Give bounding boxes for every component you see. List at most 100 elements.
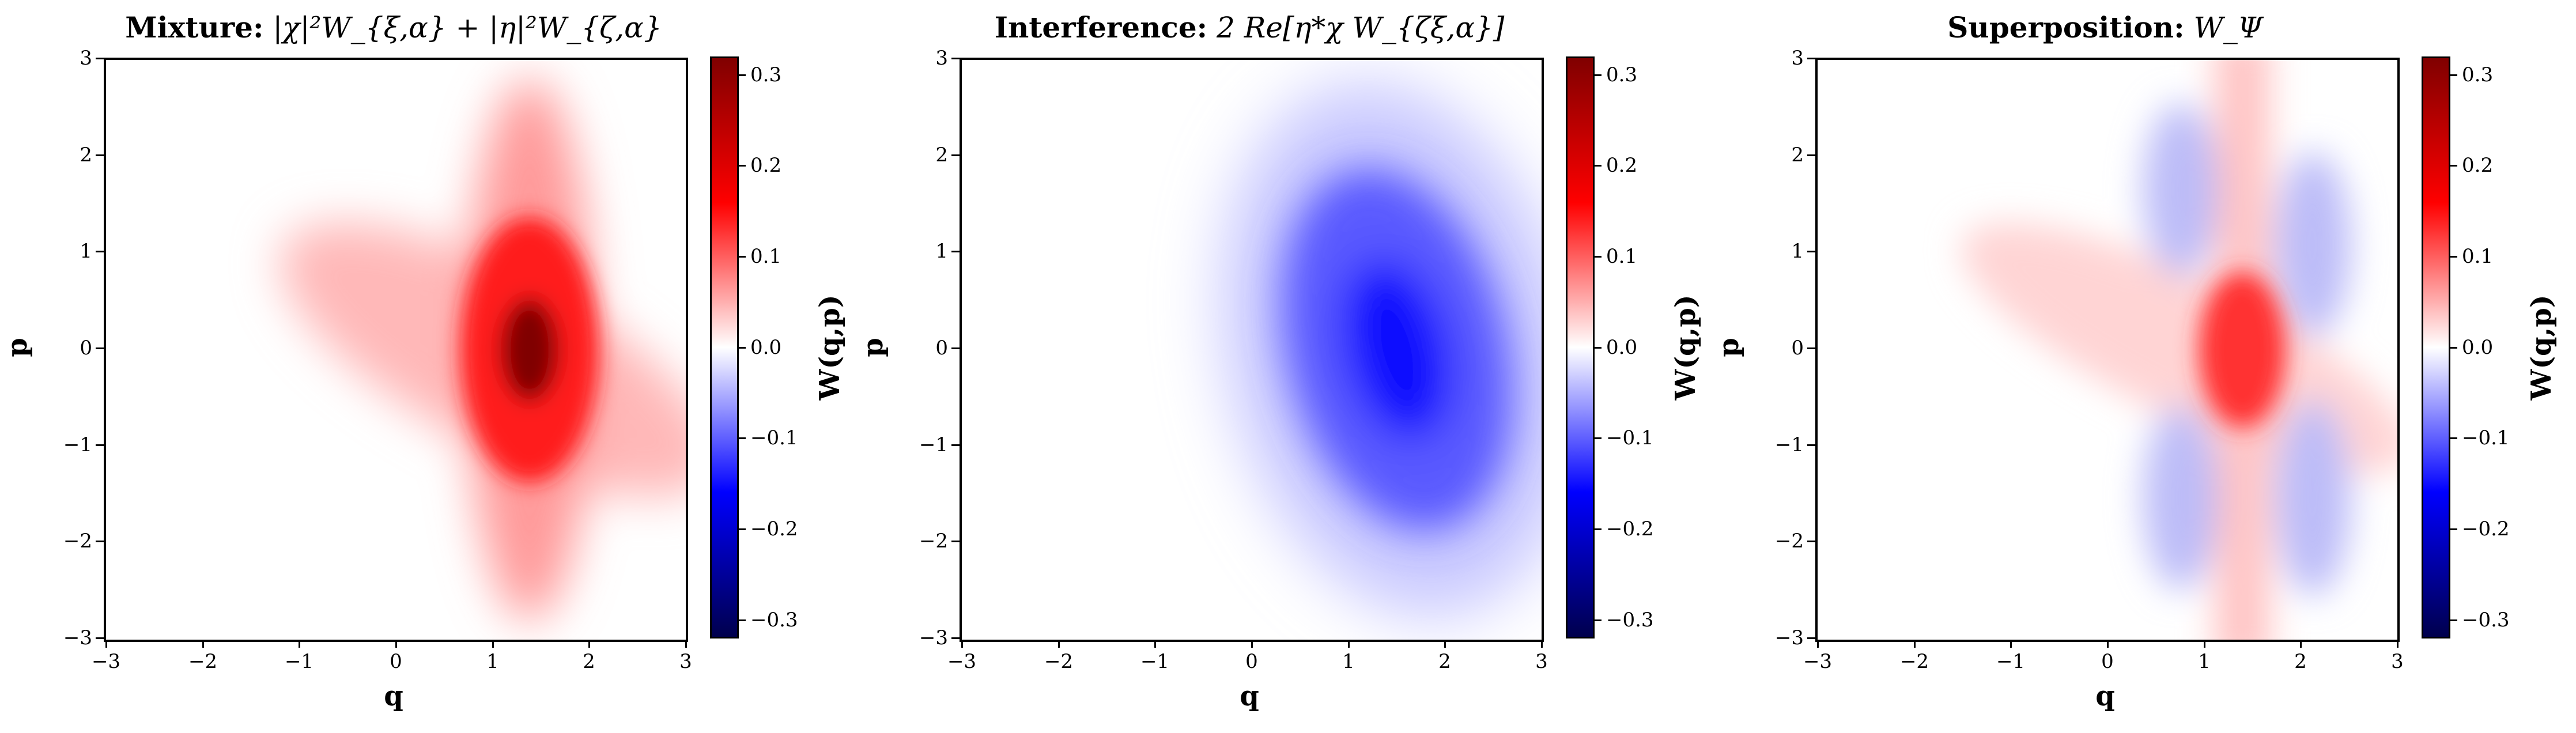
x-tick-mark xyxy=(2300,640,2302,648)
y-tick-mark xyxy=(1807,637,1815,639)
x-tick-mark xyxy=(2107,640,2109,648)
x-tick-label: 1 xyxy=(2198,650,2211,673)
x-tick-mark xyxy=(202,640,204,648)
colorbar-tick-label: 0.3 xyxy=(750,63,782,86)
title-bold: Mixture: xyxy=(125,10,264,44)
colorbar-tick-mark xyxy=(739,528,746,530)
colorbar-tick-mark xyxy=(1595,74,1601,76)
x-tick-label: −2 xyxy=(188,650,218,673)
y-tick-label: −2 xyxy=(919,530,948,553)
colorbar-tick-mark xyxy=(739,74,746,76)
y-tick-label: 3 xyxy=(935,47,948,70)
colorbar-tick-mark xyxy=(739,437,746,439)
y-tick-mark xyxy=(951,154,960,156)
colorbar-tick-label: 0.1 xyxy=(1606,245,1638,268)
panel-superposition: Superposition: W_Ψ p q −3 −2 −1 0 1 2 xyxy=(1712,0,2570,733)
x-tick-mark xyxy=(299,640,300,648)
chart-title: Interference: 2 Re[η*χ W_{ζξ,α}] xyxy=(960,10,1539,44)
colorbar-tick-label: 0.1 xyxy=(750,245,782,268)
y-tick-mark xyxy=(96,347,104,349)
y-tick-label: 0 xyxy=(935,337,948,360)
colorbar-tick-mark xyxy=(1595,528,1601,530)
y-tick-mark xyxy=(1807,251,1815,252)
y-tick-label: 1 xyxy=(935,240,948,263)
interference-core xyxy=(1342,259,1452,440)
y-tick-label: −3 xyxy=(919,626,948,649)
colorbar-tick-label: −0.1 xyxy=(1606,426,1654,449)
x-tick-mark xyxy=(685,640,687,648)
x-tick-label: 3 xyxy=(679,650,692,673)
y-tick-mark xyxy=(96,154,104,156)
x-tick-label: 0 xyxy=(1245,650,1258,673)
x-tick-label: −3 xyxy=(1803,650,1833,673)
y-tick-mark xyxy=(1807,154,1815,156)
colorbar-tick-label: 0.3 xyxy=(1606,63,1638,86)
colorbar xyxy=(1566,56,1595,638)
x-tick-mark xyxy=(2397,640,2399,648)
x-tick-mark xyxy=(1058,640,1060,648)
heatmap-area xyxy=(104,58,688,642)
y-axis-label: p xyxy=(1713,338,1745,357)
x-tick-mark xyxy=(492,640,494,648)
y-tick-label: 3 xyxy=(80,47,92,70)
panel-interference: Interference: 2 Re[η*χ W_{ζξ,α}] p q −3 … xyxy=(856,0,1714,733)
colorbar-tick-label: −0.3 xyxy=(2462,609,2510,632)
x-tick-mark xyxy=(1914,640,1916,648)
colorbar-tick-label: −0.2 xyxy=(1606,517,1654,541)
y-tick-mark xyxy=(951,251,960,252)
chart-title: Mixture: |χ|²W_{ξ,α} + |η|²W_{ζ,α} xyxy=(104,10,683,44)
x-tick-label: 1 xyxy=(1342,650,1355,673)
x-tick-label: 3 xyxy=(1535,650,1548,673)
heatmap-svg xyxy=(1961,60,2397,640)
x-axis-label: q xyxy=(384,680,403,712)
colorbar-tick-label: 0.3 xyxy=(2462,63,2494,86)
colorbar-tick-label: −0.1 xyxy=(2462,426,2510,449)
heatmap-svg xyxy=(280,79,686,621)
colorbar-tick-label: −0.2 xyxy=(750,517,798,541)
x-tick-mark xyxy=(961,640,963,648)
y-axis-label: p xyxy=(857,338,889,357)
colorbar-tick-mark xyxy=(1595,347,1601,349)
colorbar-tick-mark xyxy=(1595,165,1601,167)
colorbar-tick-mark xyxy=(739,256,746,258)
x-axis-label: q xyxy=(1240,680,1259,712)
colorbar-tick-label: 0.0 xyxy=(750,336,782,359)
x-tick-mark xyxy=(2010,640,2012,648)
negative-lobe-top-left xyxy=(2143,103,2218,276)
y-axis-label: p xyxy=(1,338,33,357)
colorbar xyxy=(2422,56,2450,638)
colorbar-tick-mark xyxy=(2450,528,2457,530)
x-tick-label: −1 xyxy=(1140,650,1170,673)
x-tick-mark xyxy=(588,640,590,648)
title-math: |χ|²W_{ξ,α} + |η|²W_{ζ,α} xyxy=(273,11,662,44)
x-tick-label: −3 xyxy=(947,650,977,673)
y-tick-label: 2 xyxy=(80,143,92,167)
x-tick-mark xyxy=(1348,640,1350,648)
mixture-peak xyxy=(501,298,558,402)
x-tick-mark xyxy=(1444,640,1446,648)
x-tick-label: 3 xyxy=(2391,650,2404,673)
colorbar-tick-mark xyxy=(739,347,746,349)
colorbar-tick-label: 0.0 xyxy=(2462,336,2494,359)
x-tick-label: −1 xyxy=(1996,650,2026,673)
chart-title: Superposition: W_Ψ xyxy=(1815,10,2395,44)
x-tick-label: −2 xyxy=(1899,650,1929,673)
y-tick-mark xyxy=(96,251,104,252)
colorbar-tick-label: 0.2 xyxy=(2462,154,2494,177)
colorbar-tick-mark xyxy=(2450,74,2457,76)
x-tick-mark xyxy=(2204,640,2205,648)
colorbar-tick-label: 0.0 xyxy=(1606,336,1638,359)
x-tick-mark xyxy=(105,640,107,648)
heatmap-area xyxy=(960,58,1544,642)
y-tick-mark xyxy=(951,637,960,639)
colorbar-tick-mark xyxy=(2450,256,2457,258)
y-tick-mark xyxy=(951,541,960,542)
x-tick-label: 2 xyxy=(583,650,595,673)
x-tick-mark xyxy=(1154,640,1156,648)
y-tick-label: 0 xyxy=(80,337,92,360)
colorbar-tick-label: −0.1 xyxy=(750,426,798,449)
title-bold: Superposition: xyxy=(1947,10,2185,44)
colorbar-tick-mark xyxy=(2450,437,2457,439)
x-tick-mark xyxy=(1817,640,1819,648)
colorbar-tick-label: 0.1 xyxy=(2462,245,2494,268)
